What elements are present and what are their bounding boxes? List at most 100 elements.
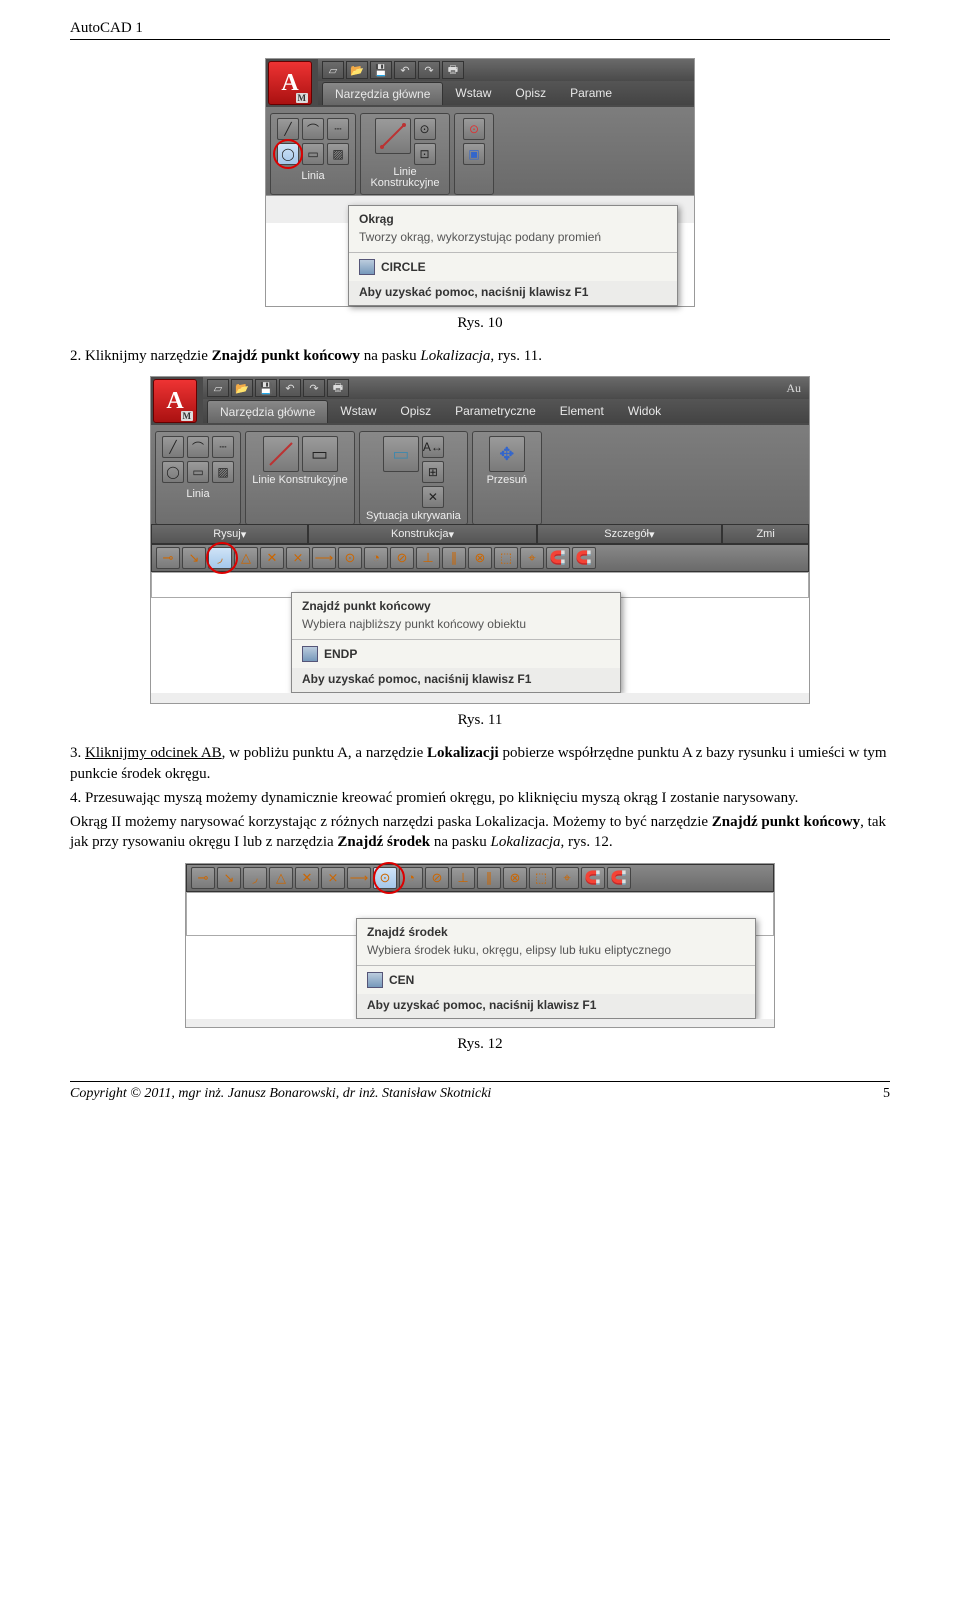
panel-footer-konstrukcja[interactable]: Konstrukcja ▾	[308, 524, 536, 544]
panel-label: Sytuacja ukrywania	[366, 508, 461, 522]
snap-tangent-icon[interactable]: ⊘	[390, 547, 414, 569]
qat-open-icon[interactable]: 📂	[231, 379, 253, 397]
snap-center-icon[interactable]: ⊙	[373, 867, 397, 889]
tooltip-title: Znajdź punkt końcowy	[292, 593, 620, 615]
constr-sub2-icon[interactable]: ⊡	[414, 143, 436, 165]
tab-wstaw[interactable]: Wstaw	[328, 400, 388, 422]
construction-line-icon[interactable]	[375, 118, 411, 154]
circle-tool-icon[interactable]: ◯	[162, 461, 184, 483]
app-menu-button[interactable]: AM	[268, 61, 312, 105]
tooltip-title: Znajdź środek	[357, 919, 755, 941]
tooltip-command: CIRCLE	[349, 253, 677, 281]
tab-narzedzia-glowne[interactable]: Narzędzia główne	[207, 400, 328, 423]
panel-linia: ╱ ⌒ ┄ ◯ ▭ ▨ Linia	[155, 431, 241, 525]
construction-line-icon[interactable]	[263, 436, 299, 472]
hatch-tool-icon[interactable]: ▨	[212, 461, 234, 483]
snap-insert-icon[interactable]: ⬚	[529, 867, 553, 889]
dash-tool-icon[interactable]: ┄	[212, 436, 234, 458]
snap-from-icon[interactable]: ↘	[182, 547, 206, 569]
sub-icon-a[interactable]: A↔	[422, 436, 444, 458]
snap-extension-icon[interactable]: ⟶	[347, 867, 371, 889]
sub-icon-b[interactable]: ⊞	[422, 461, 444, 483]
snap-node-icon[interactable]: ⊗	[468, 547, 492, 569]
hide-situation-icon[interactable]: ▭	[383, 436, 419, 472]
footer-copyright: Copyright © 2011, mgr inż. Janusz Bonaro…	[70, 1086, 491, 1102]
snap-insert-icon[interactable]: ⬚	[494, 547, 518, 569]
tab-widok[interactable]: Widok	[616, 400, 673, 422]
construction-rect-icon[interactable]: ▭	[302, 436, 338, 472]
snap-intersection-icon[interactable]: ✕	[295, 867, 319, 889]
hatch-tool-icon[interactable]: ▨	[327, 143, 349, 165]
qat-print-icon[interactable]: 🖶	[442, 61, 464, 79]
qat-new-icon[interactable]: ▱	[207, 379, 229, 397]
tooltip-help: Aby uzyskać pomoc, naciśnij klawisz F1	[292, 668, 620, 692]
snap-endpoint-icon[interactable]: ◞	[243, 867, 267, 889]
line-tool-icon[interactable]: ╱	[162, 436, 184, 458]
snap-temp-track-icon[interactable]: ⊸	[156, 547, 180, 569]
qat-redo-icon[interactable]: ↷	[418, 61, 440, 79]
constr-sub1-icon[interactable]: ⊙	[414, 118, 436, 140]
panel-footer-zmi[interactable]: Zmi	[722, 524, 809, 544]
panel-footer-szczegol[interactable]: Szczegół ▾	[537, 524, 723, 544]
snap-center-icon[interactable]: ⊙	[338, 547, 362, 569]
qat-undo-icon[interactable]: ↶	[394, 61, 416, 79]
caption-rys10: Rys. 10	[70, 315, 890, 332]
rect-tool-icon[interactable]: ▭	[187, 461, 209, 483]
qat-print-icon[interactable]: 🖶	[327, 379, 349, 397]
tab-opisz[interactable]: Opisz	[388, 400, 443, 422]
snap-none-icon[interactable]: 🧲	[546, 547, 570, 569]
snap-intersection-icon[interactable]: ✕	[260, 547, 284, 569]
snap-node-icon[interactable]: ⊗	[503, 867, 527, 889]
snap-parallel-icon[interactable]: ∥	[477, 867, 501, 889]
qat-save-icon[interactable]: 💾	[255, 379, 277, 397]
snap-settings-icon[interactable]: 🧲	[572, 547, 596, 569]
qat-open-icon[interactable]: 📂	[346, 61, 368, 79]
snap-from-icon[interactable]: ↘	[217, 867, 241, 889]
step-3: 3. Kliknijmy odcinek AB, w pobliżu punkt…	[70, 743, 890, 784]
snap-quadrant-icon[interactable]: ◔	[399, 867, 423, 889]
panel-label-linie-konstr: LinieKonstrukcyjne	[370, 165, 439, 189]
tab-opisz[interactable]: Opisz	[503, 82, 558, 104]
snap-endpoint-icon[interactable]: ◞	[208, 547, 232, 569]
dash-tool-icon[interactable]: ┄	[327, 118, 349, 140]
app-menu-button[interactable]: AM	[153, 379, 197, 423]
snap-apparent-icon[interactable]: ⨯	[286, 547, 310, 569]
arc-tool-icon[interactable]: ⌒	[302, 118, 324, 140]
snap-perpendicular-icon[interactable]: ⊥	[416, 547, 440, 569]
panel-footer-rysuj[interactable]: Rysuj ▾	[151, 524, 308, 544]
line-tool-icon[interactable]: ╱	[277, 118, 299, 140]
snap-quadrant-icon[interactable]: ◔	[364, 547, 388, 569]
qat-new-icon[interactable]: ▱	[322, 61, 344, 79]
snap-parallel-icon[interactable]: ∥	[442, 547, 466, 569]
arc-tool-icon[interactable]: ⌒	[187, 436, 209, 458]
sub-icon-c[interactable]: ✕	[422, 486, 444, 508]
snap-tangent-icon[interactable]: ⊘	[425, 867, 449, 889]
target-tool-icon[interactable]: ⊙	[463, 118, 485, 140]
snap-extension-icon[interactable]: ⟶	[312, 547, 336, 569]
snap-midpoint-icon[interactable]: △	[234, 547, 258, 569]
qat-redo-icon[interactable]: ↷	[303, 379, 325, 397]
ribbon-body: ╱ ⌒ ┄ ◯ ▭ ▨ Linia ▭ Linie Konstrukcyjne …	[151, 425, 809, 525]
snap-none-icon[interactable]: 🧲	[581, 867, 605, 889]
step-4: 4. Przesuwając myszą możemy dynamicznie …	[70, 788, 890, 808]
select-tool-icon[interactable]: ▣	[463, 143, 485, 165]
rect-tool-icon[interactable]: ▭	[302, 143, 324, 165]
tab-narzedzia-glowne[interactable]: Narzędzia główne	[322, 82, 443, 105]
snap-temp-track-icon[interactable]: ⊸	[191, 867, 215, 889]
tab-wstaw[interactable]: Wstaw	[443, 82, 503, 104]
qat-undo-icon[interactable]: ↶	[279, 379, 301, 397]
snap-perpendicular-icon[interactable]: ⊥	[451, 867, 475, 889]
ribbon-tabs: Narzędzia główne Wstaw Opisz Parametrycz…	[203, 399, 809, 423]
tab-parame[interactable]: Parame	[558, 82, 624, 104]
qat-save-icon[interactable]: 💾	[370, 61, 392, 79]
snap-settings-icon[interactable]: 🧲	[607, 867, 631, 889]
tab-parametryczne[interactable]: Parametryczne	[443, 400, 548, 422]
tab-element[interactable]: Element	[548, 400, 616, 422]
snap-nearest-icon[interactable]: ⌖	[555, 867, 579, 889]
snap-midpoint-icon[interactable]: △	[269, 867, 293, 889]
move-tool-icon[interactable]: ✥	[489, 436, 525, 472]
snap-apparent-icon[interactable]: ⨯	[321, 867, 345, 889]
circle-tool-icon[interactable]: ◯	[277, 143, 299, 165]
tooltip-okrag: Okrąg Tworzy okrąg, wykorzystując podany…	[348, 205, 678, 306]
snap-nearest-icon[interactable]: ⌖	[520, 547, 544, 569]
